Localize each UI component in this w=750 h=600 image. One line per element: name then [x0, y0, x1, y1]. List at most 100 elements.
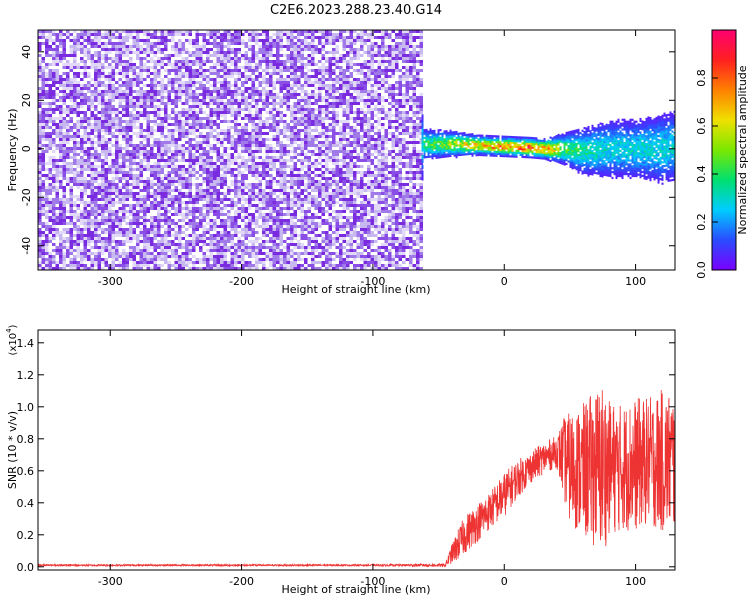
spectrogram-cell	[73, 171, 77, 174]
spectrogram-cell	[269, 126, 273, 129]
spectrogram-cell	[143, 249, 147, 252]
spectrogram-cell	[283, 135, 287, 138]
spectrogram-cell	[111, 69, 115, 72]
spectrogram-cell	[66, 201, 70, 204]
spectrogram-cell	[38, 204, 42, 207]
spectrogram-cell	[143, 30, 147, 33]
spectrogram-cell	[272, 84, 276, 87]
spectrogram-cell	[90, 162, 94, 165]
spectrogram-cell	[311, 54, 315, 57]
spectrogram-cell	[178, 117, 182, 120]
spectrogram-cell	[111, 234, 115, 237]
spectrogram-cell	[122, 255, 126, 258]
spectrogram-cell	[276, 78, 280, 81]
spectrogram-cell	[241, 135, 245, 138]
spectrogram-cell	[48, 159, 52, 162]
spectrogram-cell	[195, 96, 199, 99]
spectrogram-cell	[248, 171, 252, 174]
spectrogram-cell	[262, 81, 266, 84]
spectrogram-cell	[192, 81, 196, 84]
spectrogram-cell	[111, 78, 115, 81]
spectrogram-cell	[136, 264, 140, 267]
spectrogram-cell	[90, 261, 94, 264]
spectrogram-cell	[213, 264, 217, 267]
spectrogram-cell	[174, 237, 178, 240]
spectrogram-cell	[314, 117, 318, 120]
spectrogram-cell	[304, 234, 308, 237]
spectrogram-cell	[41, 204, 45, 207]
spectrogram-cell	[209, 180, 213, 183]
spectrogram-cell	[76, 144, 80, 147]
spectrogram-cell	[48, 162, 52, 165]
spectrogram-cell	[80, 216, 84, 219]
spectrogram-cell	[206, 141, 210, 144]
spectrogram-cell	[192, 111, 196, 114]
spectrogram-cell	[66, 165, 70, 168]
spectrogram-cell	[125, 189, 129, 192]
spectrogram-cell	[188, 69, 192, 72]
spectrogram-cell	[143, 117, 147, 120]
spectrogram-cell	[62, 81, 66, 84]
spectrogram-cell	[76, 231, 80, 234]
spectrogram-cell	[66, 87, 70, 90]
spectrogram-cell	[80, 36, 84, 39]
spectrogram-cell	[38, 255, 42, 258]
spectrogram-cell	[83, 243, 87, 246]
spectrogram-cell	[255, 135, 259, 138]
spectrogram-cell	[300, 264, 304, 267]
spectrogram-cell	[202, 141, 206, 144]
spectrogram-cell	[206, 222, 210, 225]
spectrogram-cell	[101, 114, 105, 117]
spectrogram-cell	[48, 72, 52, 75]
spectrogram-cell	[276, 150, 280, 153]
spectrogram-cell	[314, 189, 318, 192]
spectrogram-cell	[150, 165, 154, 168]
spectrogram-cell	[213, 255, 217, 258]
spectrogram-cell	[111, 90, 115, 93]
spectrogram-cell	[279, 150, 283, 153]
spectrogram-cell	[160, 246, 164, 249]
spectrogram-cell	[87, 135, 91, 138]
spectrogram-cell	[311, 231, 315, 234]
spectrogram-cell	[83, 114, 87, 117]
spectrogram-cell	[262, 30, 266, 33]
spectrogram-cell	[262, 198, 266, 201]
spectrogram-cell	[192, 78, 196, 81]
spectrogram-cell	[311, 93, 315, 96]
spectrogram-cell	[118, 195, 122, 198]
spectrogram-cell	[171, 177, 175, 180]
spectrogram-cell	[297, 258, 301, 261]
spectrogram-cell	[115, 195, 119, 198]
spectrogram-cell	[153, 219, 157, 222]
spectrogram-cell	[227, 141, 231, 144]
spectrogram-cell	[132, 198, 136, 201]
spectrogram-cell	[283, 195, 287, 198]
spectrogram-cell	[69, 249, 73, 252]
spectrogram-cell	[143, 216, 147, 219]
spectrogram-cell	[220, 156, 224, 159]
spectrogram-cell	[66, 180, 70, 183]
spectrogram-cell	[153, 234, 157, 237]
spectrogram-cell	[108, 186, 112, 189]
spectrogram-cell	[248, 69, 252, 72]
spectrogram-cell	[174, 198, 178, 201]
spectrogram-cell	[181, 225, 185, 228]
spectrogram-cell	[125, 174, 129, 177]
spectrogram-cell	[174, 72, 178, 75]
spectrogram-cell	[73, 225, 77, 228]
spectrogram-cell	[139, 102, 143, 105]
spectrogram-cell	[199, 60, 203, 63]
spectrogram-cell	[255, 57, 259, 60]
spectrogram-cell	[188, 177, 192, 180]
spectrogram-cell	[101, 180, 105, 183]
spectrogram-cell	[69, 63, 73, 66]
spectrogram-cell	[230, 267, 234, 270]
spectrogram-cell	[83, 222, 87, 225]
spectrogram-cell	[181, 243, 185, 246]
spectrogram-cell	[279, 96, 283, 99]
spectrogram-cell	[97, 228, 101, 231]
spectrogram-cell	[223, 78, 227, 81]
spectrogram-cell	[111, 153, 115, 156]
spectrogram-cell	[73, 153, 77, 156]
spectrogram-cell	[251, 132, 255, 135]
